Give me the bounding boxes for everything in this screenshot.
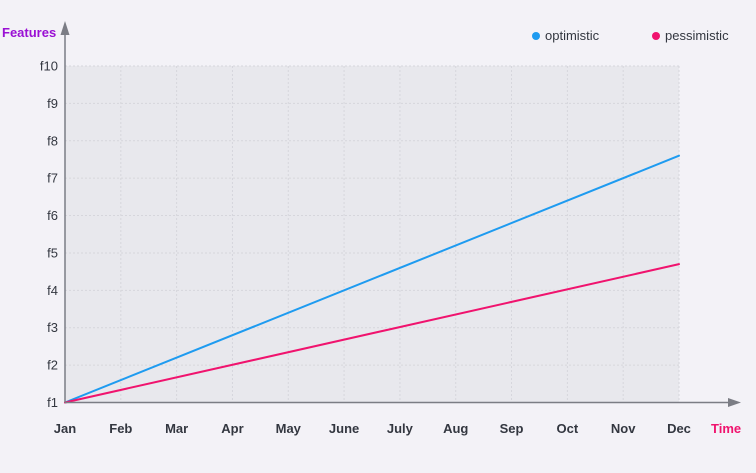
x-tick-label: Feb [109,421,132,436]
x-tick-label: May [276,421,302,436]
y-tick-label: f4 [47,283,58,298]
axes [60,21,741,407]
x-tick-label: Jan [54,421,76,436]
x-tick-label: June [329,421,359,436]
y-axis-title: Features [2,25,56,40]
x-axis-title: Time [711,421,741,436]
y-axis-arrow-icon [60,21,70,35]
series-lines [64,154,680,404]
x-tick-label: Nov [611,421,636,436]
legend-item-pessimistic: pessimistic [652,28,729,43]
x-tick-labels: Jan Feb Mar Apr May June July Aug Sep Oct Nov Dec [54,421,691,436]
legend-item-optimistic: optimistic [532,28,600,43]
y-tick-label: f1 [47,395,58,410]
legend-dot-icon [652,32,660,40]
y-tick-label: f3 [47,320,58,335]
y-tick-label: f9 [47,96,58,111]
grid-lines [65,65,680,403]
x-tick-label: Mar [165,421,188,436]
y-tick-label: f10 [40,59,58,74]
series-line-pessimistic [64,263,680,404]
legend-label: optimistic [545,28,600,43]
x-axis-arrow-icon [728,398,741,407]
legend-dot-icon [532,32,540,40]
legend: optimistic pessimistic [532,28,729,43]
x-tick-label: Oct [557,421,579,436]
y-tick-label: f7 [47,171,58,186]
x-tick-label: Dec [667,421,691,436]
x-tick-label: Apr [221,421,243,436]
series-line-optimistic [64,154,680,404]
x-tick-label: Sep [500,421,524,436]
legend-label: pessimistic [665,28,729,43]
x-tick-label: July [387,421,414,436]
x-tick-label: Aug [443,421,468,436]
y-tick-label: f2 [47,358,58,373]
y-tick-labels: f1 f2 f3 f4 f5 f6 f7 f8 f9 f10 [40,59,58,411]
y-tick-label: f8 [47,133,58,148]
plot-area [65,66,679,403]
y-tick-label: f5 [47,245,58,260]
y-tick-label: f6 [47,208,58,223]
